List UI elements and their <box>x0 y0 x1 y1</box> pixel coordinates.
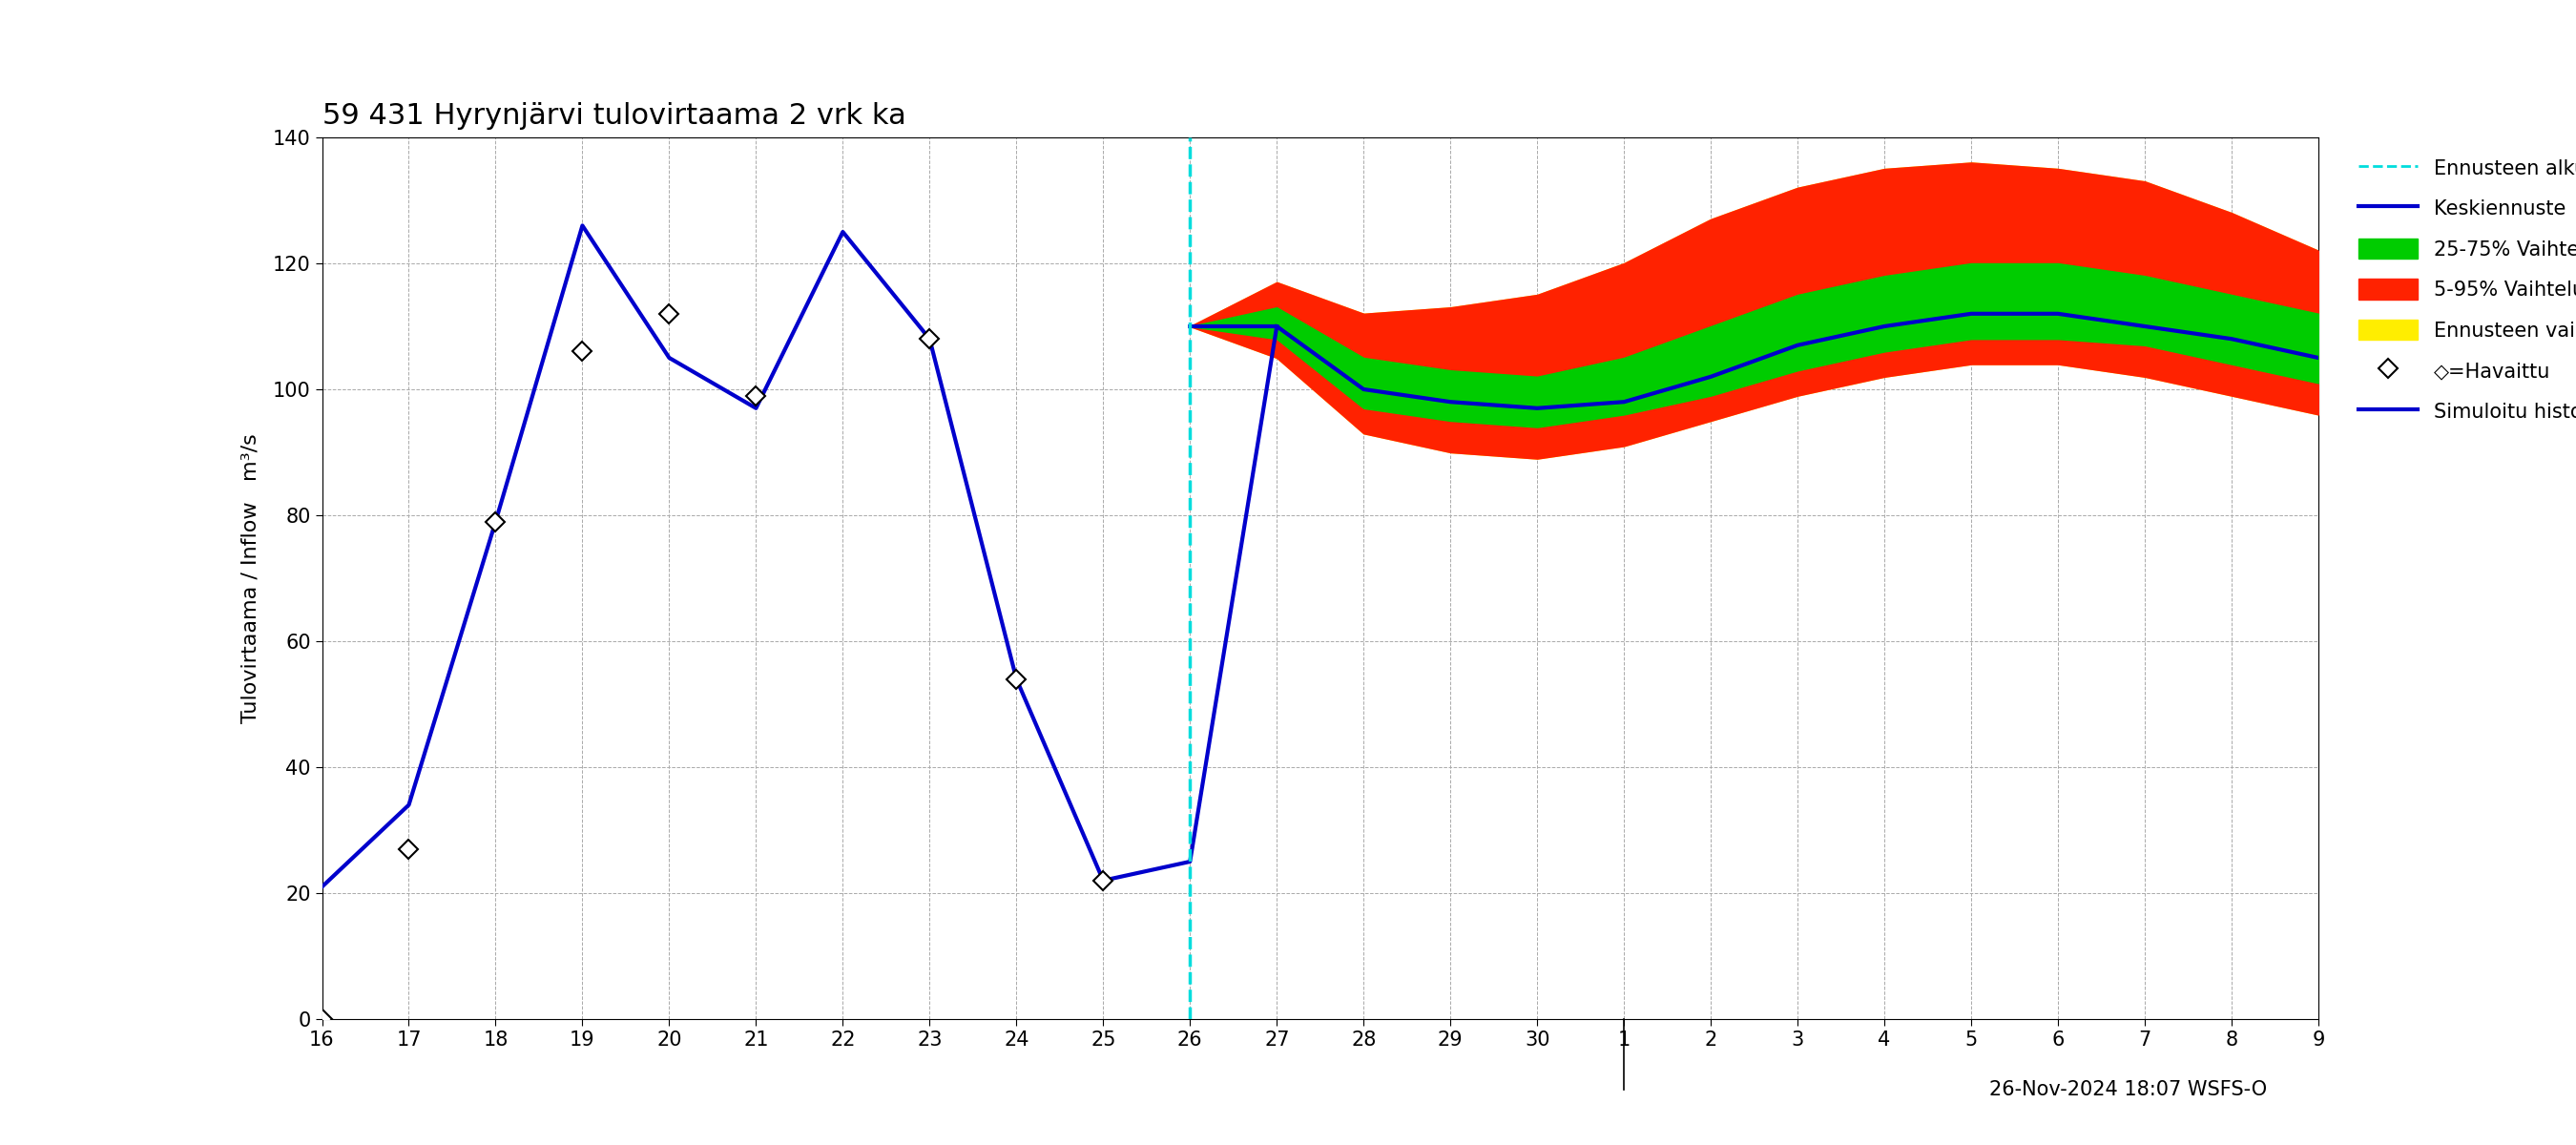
Legend: Ennusteen alku, Keskiennuste, 25-75% Vaihteluväli, 5-95% Vaihteluväli, Ennusteen: Ennusteen alku, Keskiennuste, 25-75% Vai… <box>2349 148 2576 432</box>
Text: 59 431 Hyrynjärvi tulovirtaama 2 vrk ka: 59 431 Hyrynjärvi tulovirtaama 2 vrk ka <box>322 102 907 129</box>
Y-axis label: Tulovirtaama / Inflow   m³/s: Tulovirtaama / Inflow m³/s <box>240 433 260 724</box>
Text: 26-Nov-2024 18:07 WSFS-O: 26-Nov-2024 18:07 WSFS-O <box>1989 1080 2267 1099</box>
